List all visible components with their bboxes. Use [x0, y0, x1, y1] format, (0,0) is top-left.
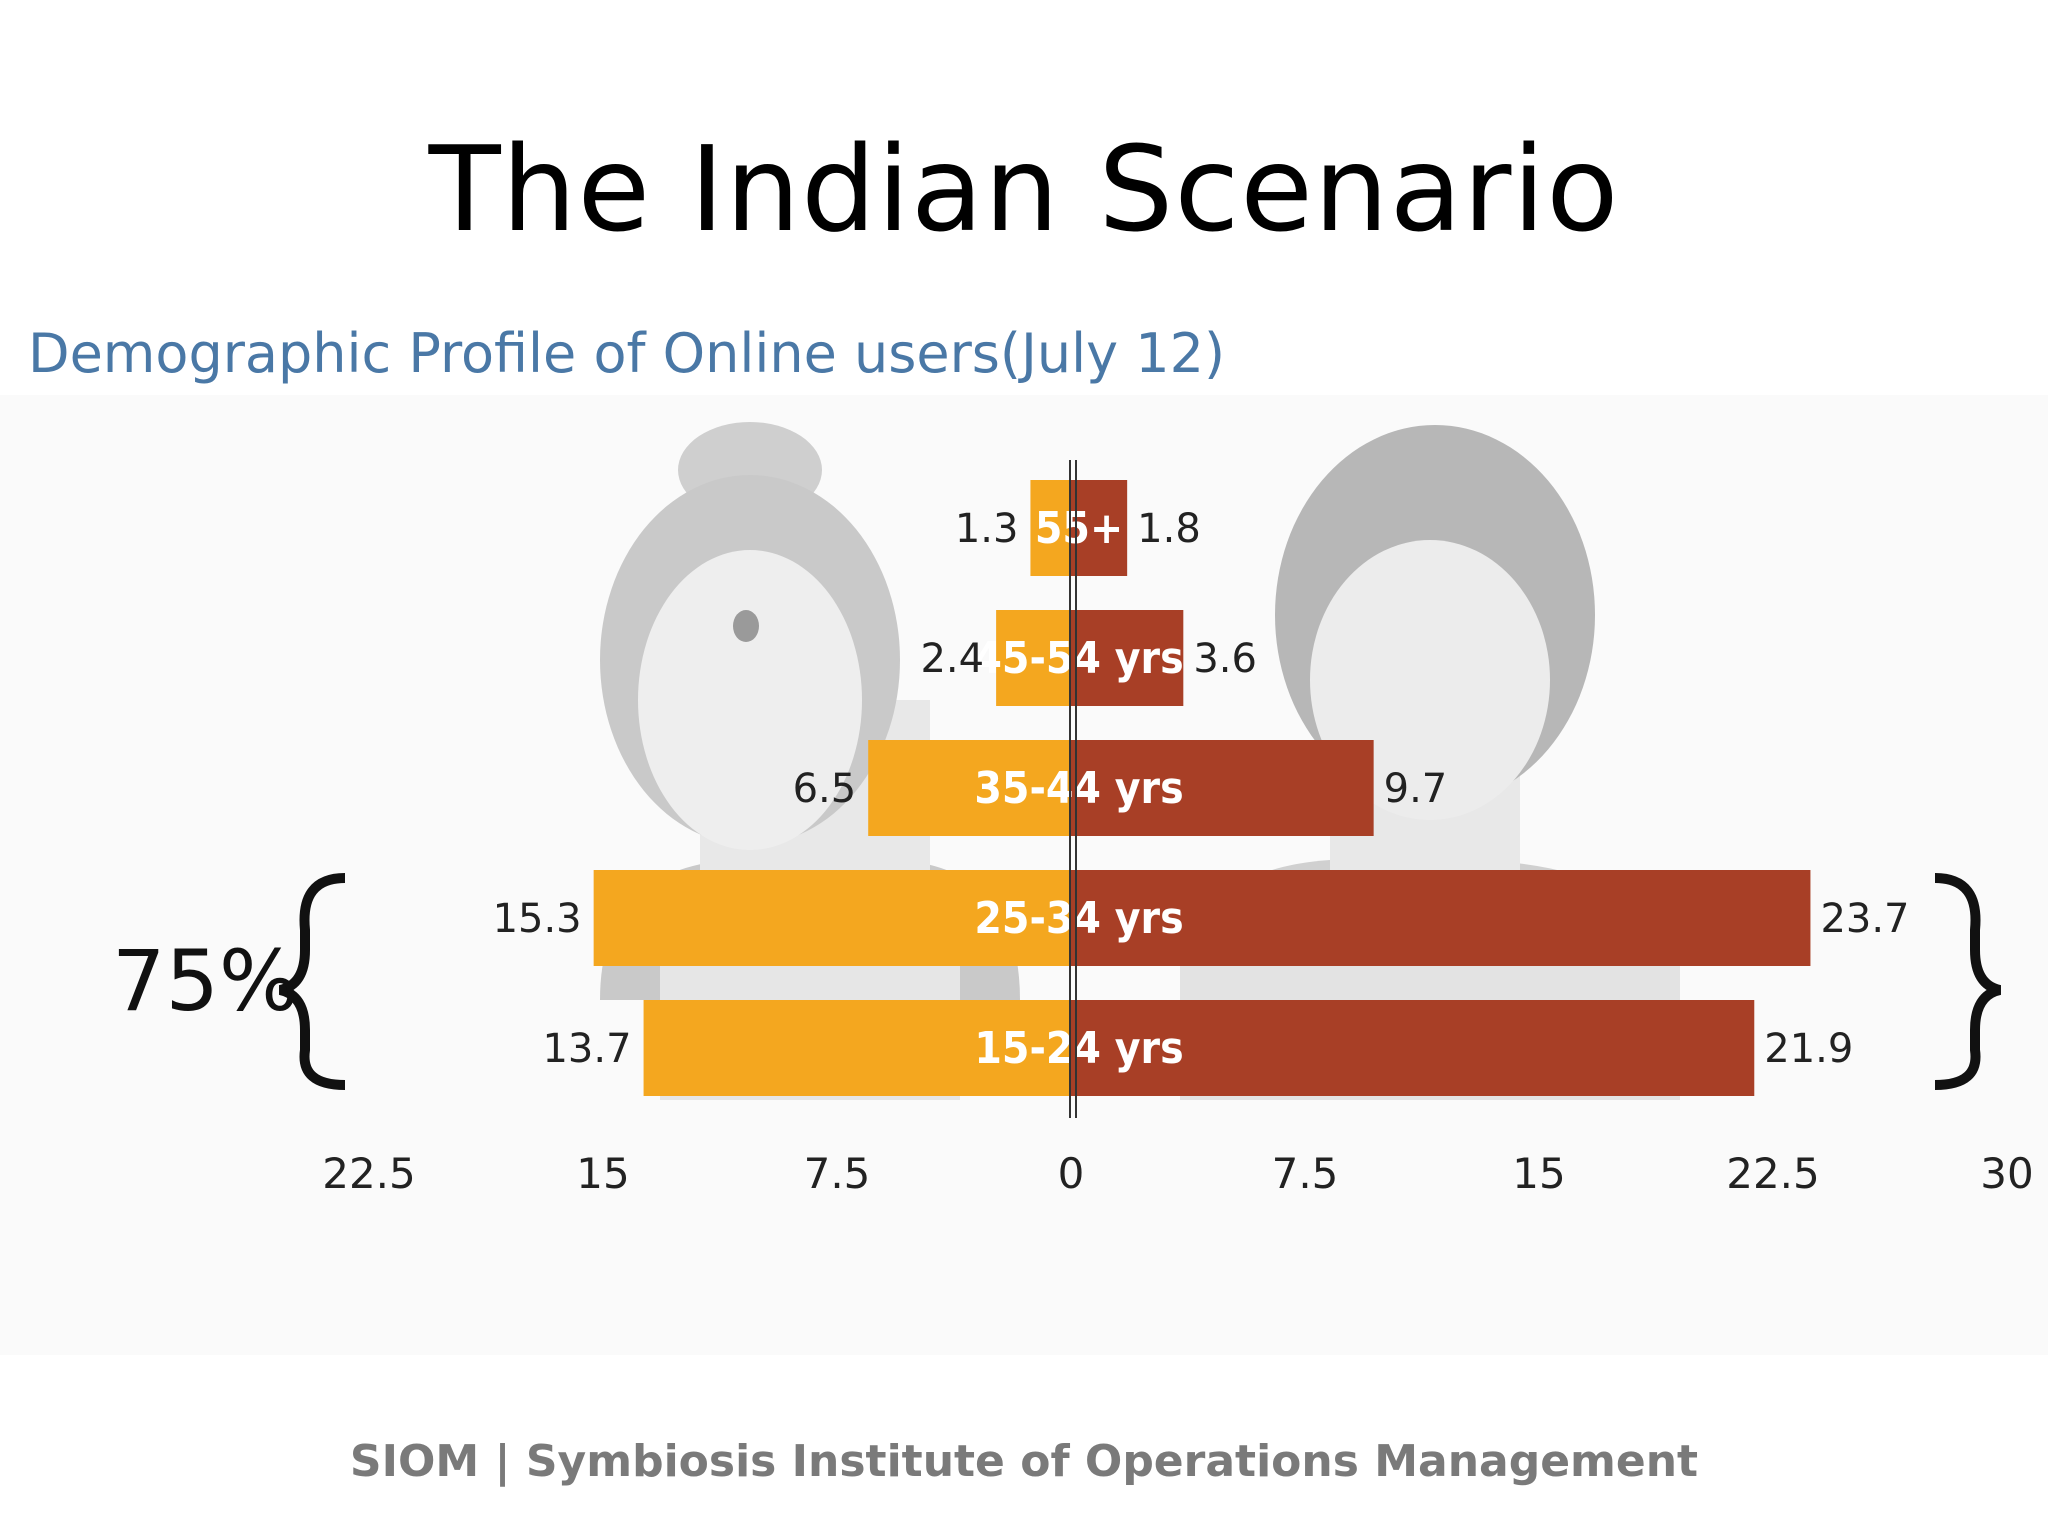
category-label: 55+ — [1035, 503, 1123, 554]
x-tick-label: 15 — [576, 1149, 629, 1198]
x-tick-label: 22.5 — [1726, 1149, 1820, 1198]
category-label: 35-44 yrs — [974, 763, 1183, 814]
category-label: 45-54 yrs — [974, 633, 1183, 684]
right-curly-brace — [1934, 873, 2002, 1090]
footer: SIOM | Symbiosis Institute of Operations… — [349, 1436, 1699, 1487]
bar-left-0 — [1030, 480, 1071, 576]
value-label-left: 1.3 — [955, 506, 1019, 552]
value-label-right: 9.7 — [1384, 766, 1448, 812]
x-tick-label: 30 — [1980, 1149, 2033, 1198]
x-tick-label: 0 — [1058, 1149, 1085, 1198]
bar-right-3 — [1071, 870, 1811, 966]
category-label: 25-34 yrs — [974, 893, 1183, 944]
chart-title: Demographic Profile of Online users(July… — [28, 322, 1226, 385]
value-label-right: 1.8 — [1137, 506, 1201, 552]
value-label-right: 23.7 — [1820, 896, 1909, 942]
left-curly-brace — [278, 873, 346, 1090]
bar-right-2 — [1071, 740, 1374, 836]
bracket-percentage: 75% — [112, 932, 299, 1030]
x-tick-label: 7.5 — [804, 1149, 871, 1198]
value-label-left: 15.3 — [493, 896, 582, 942]
bar-left-1 — [996, 610, 1071, 706]
x-tick-label: 15 — [1512, 1149, 1565, 1198]
bar-right-4 — [1071, 1000, 1755, 1096]
bar-right-0 — [1071, 480, 1128, 576]
bar-right-1 — [1071, 610, 1184, 706]
slide-title: The Indian Scenario — [428, 120, 1620, 258]
x-tick-label: 7.5 — [1272, 1149, 1339, 1198]
value-label-right: 3.6 — [1193, 636, 1257, 682]
value-label-left: 13.7 — [542, 1026, 631, 1072]
value-label-left: 6.5 — [793, 766, 857, 812]
x-tick-label: 22.5 — [322, 1149, 416, 1198]
bar-left-4 — [643, 1000, 1071, 1096]
value-label-left: 2.4 — [920, 636, 984, 682]
bar-left-2 — [868, 740, 1071, 836]
value-label-right: 21.9 — [1764, 1026, 1853, 1072]
bar-left-3 — [593, 870, 1071, 966]
category-label: 15-24 yrs — [974, 1023, 1183, 1074]
axis-ticks: 22.5 15 7.5 0 7.5 15 22.5 30 — [322, 1149, 2033, 1198]
